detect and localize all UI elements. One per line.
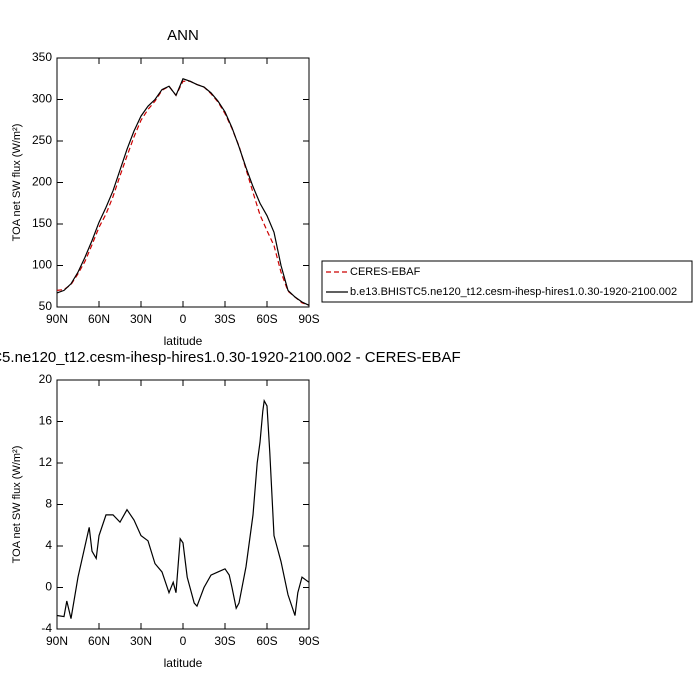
y-tick-label: 150 [32, 216, 52, 230]
x-tick-label: 30N [130, 312, 152, 326]
chart-title: b.e13.BHISTC5.ne120_t12.cesm-ihesp-hires… [0, 349, 461, 366]
x-tick-label: 60S [256, 634, 277, 648]
x-tick-label: 90N [46, 312, 68, 326]
y-tick-label: 200 [32, 175, 52, 189]
plot-frame [56, 57, 310, 308]
y-axis-label: TOA net SW flux (W/m²) [11, 446, 23, 564]
y-tick-label: 16 [39, 414, 53, 428]
chart-title: ANN [167, 27, 199, 44]
x-tick-label: 30N [130, 634, 152, 648]
y-tick-label: 50 [39, 299, 53, 313]
x-tick-label: 90S [298, 312, 319, 326]
plot-frame [56, 379, 310, 630]
y-tick-label: 300 [32, 92, 52, 106]
legend-box [321, 260, 693, 303]
data-line [56, 80, 310, 306]
y-axis-label: TOA net SW flux (W/m²) [11, 124, 23, 242]
y-tick-label: 20 [39, 372, 53, 386]
data-line [56, 77, 310, 306]
x-tick-label: 60S [256, 312, 277, 326]
x-tick-label: 0 [180, 634, 187, 648]
y-tick-label: 8 [45, 497, 52, 511]
data-line [56, 398, 310, 619]
y-tick-label: 250 [32, 133, 52, 147]
x-tick-label: 30S [214, 634, 235, 648]
x-axis-label: latitude [164, 334, 203, 348]
y-tick-label: 100 [32, 258, 52, 272]
y-tick-label: 12 [39, 455, 53, 469]
y-tick-label: 0 [45, 580, 52, 594]
x-tick-label: 30S [214, 312, 235, 326]
x-tick-label: 90N [46, 634, 68, 648]
y-tick-label: 350 [32, 50, 52, 64]
x-tick-label: 60N [88, 634, 110, 648]
x-axis-label: latitude [164, 656, 203, 670]
legend-label: b.e13.BHISTC5.ne120_t12.cesm-ihesp-hires… [350, 286, 677, 298]
y-tick-label: 4 [45, 538, 52, 552]
x-tick-label: 60N [88, 312, 110, 326]
y-tick-label: -4 [41, 621, 52, 635]
legend-label: CERES-EBAF [350, 266, 421, 278]
x-tick-label: 90S [298, 634, 319, 648]
x-tick-label: 0 [180, 312, 187, 326]
